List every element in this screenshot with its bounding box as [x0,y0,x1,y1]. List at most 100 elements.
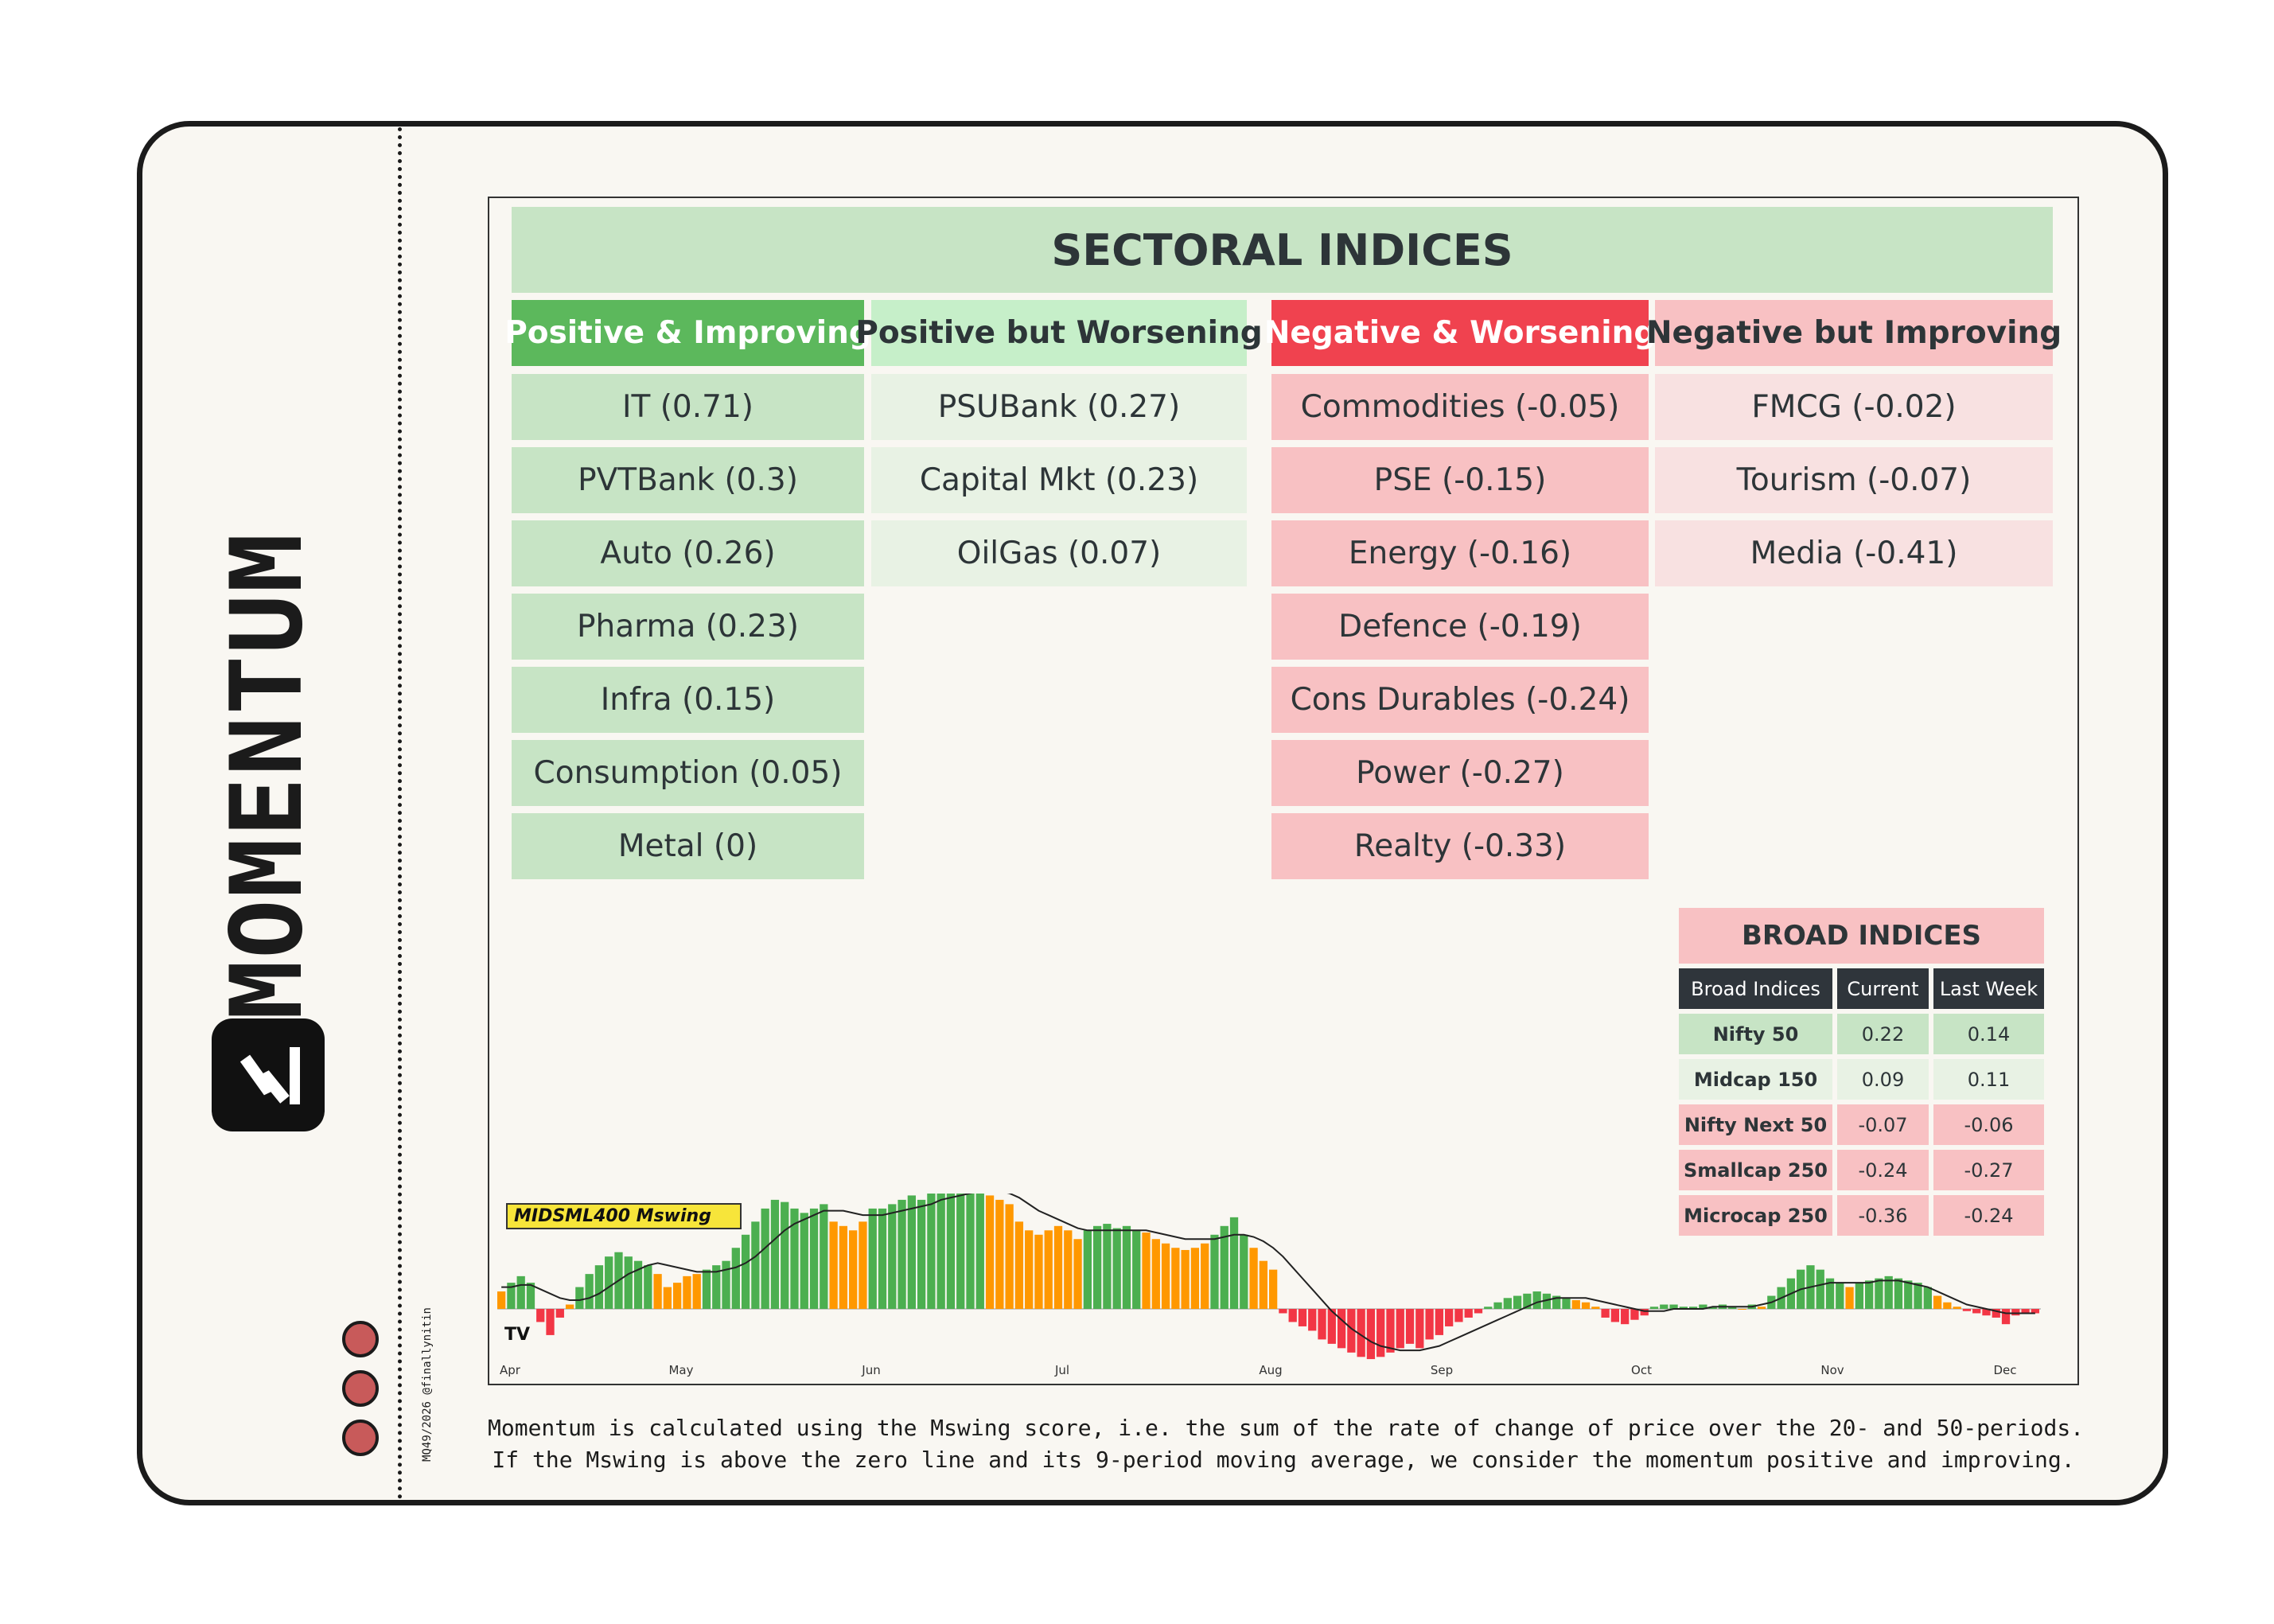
sector-cell: Defence (-0.19) [1271,594,1649,660]
mswing-bar [936,1194,945,1309]
mswing-bar [1298,1309,1307,1326]
broad-row-last-week: -0.27 [1933,1150,2044,1190]
sector-cell: Consumption (0.05) [512,740,864,806]
moving-average-line [501,1194,2035,1352]
mswing-bar [927,1194,936,1309]
mswing-bar [2021,1309,2030,1314]
mswing-bar [1688,1307,1698,1309]
broad-row-current: 0.09 [1837,1059,1929,1100]
sector-cell: PVTBank (0.3) [512,447,864,513]
mswing-bar [907,1195,916,1309]
mswing-bar [1669,1304,1678,1309]
tradingview-logo: TV [504,1325,531,1345]
sector-cell: Power (-0.27) [1271,740,1649,806]
sector-cell: Cons Durables (-0.24) [1271,667,1649,733]
mswing-bar [2031,1309,2039,1314]
mswing-bar [1610,1309,1620,1322]
mswing-bar [946,1194,956,1309]
mswing-bar [1220,1225,1229,1309]
mswing-bar [605,1256,613,1309]
mswing-bar [1845,1287,1854,1309]
footnote-line-1: Momentum is calculated using the Mswing … [488,1415,2085,1441]
mswing-bar [1386,1309,1395,1353]
mswing-bar [1288,1309,1297,1322]
sector-cell: PSE (-0.15) [1271,447,1649,513]
mswing-bar [1005,1204,1014,1309]
mswing-bar [1103,1224,1112,1309]
mswing-bar [1405,1309,1415,1344]
mswing-bar [1552,1295,1561,1309]
mswing-bar [555,1309,564,1318]
mswing-bar [1073,1239,1082,1309]
mswing-bar [1679,1307,1688,1309]
mswing-bar [644,1265,652,1309]
broad-row-name: Nifty 50 [1679,1014,1832,1054]
mswing-bar [1836,1283,1844,1309]
mswing-bar [985,1195,995,1309]
mswing-bar [1415,1309,1424,1349]
mswing-bar [995,1199,1004,1309]
col-header-negative-worsening: Negative & Worsening [1264,300,1656,366]
mswing-bar [888,1204,897,1309]
sector-cell: IT (0.71) [512,374,864,440]
credit-text: MQ49/2026 @finallynitin [421,1307,434,1462]
mswing-bar [1201,1243,1209,1309]
mswing-bar [1190,1248,1200,1309]
mswing-bar [781,1201,789,1309]
mswing-bar [507,1283,516,1309]
mswing-bar [1513,1295,1522,1309]
mswing-bar [1454,1309,1463,1322]
mswing-bar [1532,1291,1541,1309]
mswing-bar [1630,1309,1639,1320]
mswing-bar [722,1260,730,1309]
mswing-bar [1640,1309,1649,1316]
broad-row-name: Midcap 150 [1679,1059,1832,1100]
mswing-bar [1581,1302,1591,1309]
mswing-bar [868,1208,877,1309]
mswing-bar [1249,1248,1258,1309]
month-tick: Aug [1259,1363,1283,1377]
mswing-bar [1914,1283,1922,1309]
broad-row-name: Microcap 250 [1679,1195,1832,1236]
mswing-bar [1181,1249,1190,1309]
mswing-bar [1014,1221,1024,1309]
broad-header-last-week: Last Week [1933,968,2044,1009]
broad-row-name: Nifty Next 50 [1679,1104,1832,1145]
mswing-bar [1347,1309,1356,1353]
mswing-bar [1943,1302,1952,1309]
month-tick: Jun [862,1363,881,1377]
mswing-bar [1092,1225,1102,1309]
month-tick: Nov [1820,1363,1844,1377]
mswing-bar [1171,1248,1180,1309]
mswing-bar [917,1199,926,1309]
mswing-bar [1396,1309,1404,1349]
broad-row-name: Smallcap 250 [1679,1150,1832,1190]
mswing-bar [1904,1280,1913,1309]
mswing-bar [800,1213,808,1309]
mswing-bar [1992,1309,2000,1318]
mswing-bar [702,1269,711,1309]
mswing-bar [1728,1307,1737,1309]
mswing-bar [1649,1307,1659,1309]
mswing-bar [1708,1307,1717,1309]
mswing-bar [1699,1304,1707,1309]
sector-cell: Capital Mkt (0.23) [871,447,1247,513]
mswing-bar [692,1274,701,1309]
mswing-bar [878,1208,887,1309]
mswing-bar [546,1309,555,1335]
sector-cell: Tourism (-0.07) [1655,447,2053,513]
mswing-bar [673,1283,682,1309]
month-tick: Apr [500,1363,520,1377]
dot-icon [342,1321,379,1357]
mswing-bar [1493,1302,1502,1309]
mswing-bar [1308,1309,1317,1331]
mswing-bar [1923,1287,1932,1309]
mswing-bar [2001,1309,2011,1325]
mswing-bar [1357,1309,1365,1357]
mswing-bar [516,1275,525,1309]
mswing-bar [1435,1309,1444,1335]
mswing-bar [2011,1309,2020,1316]
mswing-bar [761,1208,769,1309]
mswing-bar [770,1199,780,1309]
sector-cell: FMCG (-0.02) [1655,374,2053,440]
